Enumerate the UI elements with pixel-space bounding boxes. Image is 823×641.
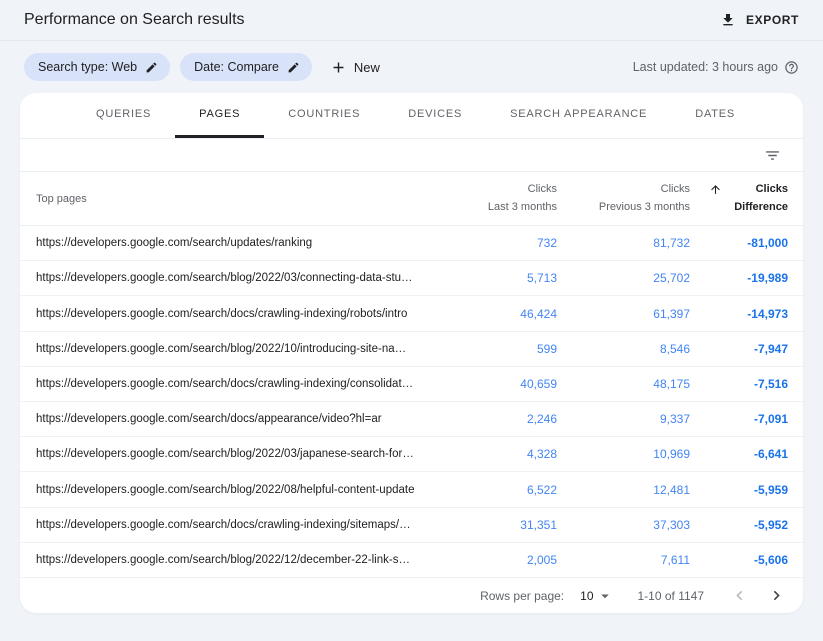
page-url-cell: https://developers.google.com/search/doc… [36, 307, 408, 320]
pagination-bar: Rows per page: 10 1-10 of 1147 [20, 578, 803, 613]
clicks-last-cell: 6,522 [526, 482, 557, 497]
sort-ascending-icon [709, 183, 722, 196]
chip-label: Date: Compare [194, 60, 279, 74]
tab-countries[interactable]: COUNTRIES [264, 93, 384, 138]
edit-icon [287, 61, 300, 74]
edit-icon [145, 61, 158, 74]
rows-per-page-label: Rows per page: [480, 588, 565, 603]
tab-search-appearance[interactable]: SEARCH APPEARANCE [486, 93, 671, 138]
table-row[interactable]: https://developers.google.com/search/blo… [20, 472, 803, 508]
pagination-range-label: 1-10 of 1147 [637, 588, 705, 603]
clicks-previous-cell: 81,732 [653, 236, 690, 251]
table-row[interactable]: https://developers.google.com/search/blo… [20, 543, 803, 579]
table-row[interactable]: https://developers.google.com/search/blo… [20, 261, 803, 297]
clicks-previous-cell: 10,969 [653, 447, 690, 462]
clicks-previous-cell: 61,397 [653, 306, 690, 321]
tab-dates[interactable]: DATES [671, 93, 759, 138]
page-title: Performance on Search results [24, 11, 245, 28]
export-button[interactable]: EXPORT [720, 12, 799, 28]
tab-queries[interactable]: QUERIES [72, 93, 175, 138]
new-label: New [353, 59, 380, 75]
clicks-last-cell: 31,351 [520, 517, 557, 532]
table-row[interactable]: https://developers.google.com/search/blo… [20, 437, 803, 473]
new-filter-button[interactable]: New [330, 59, 380, 76]
clicks-difference-cell: -5,959 [753, 482, 788, 497]
tab-devices[interactable]: DEVICES [384, 93, 486, 138]
chip-label: Search type: Web [38, 60, 138, 74]
plus-icon [330, 59, 347, 76]
clicks-difference-cell: -7,516 [753, 376, 788, 391]
last-updated-text: Last updated: 3 hours ago [632, 60, 778, 74]
clicks-difference-cell: -5,952 [753, 517, 788, 532]
column-header-top-pages[interactable]: Top pages [36, 192, 87, 205]
column-header-clicks-previous[interactable]: Clicks Previous 3 months [598, 182, 690, 213]
clicks-previous-cell: 7,611 [660, 552, 690, 567]
page-url-cell: https://developers.google.com/search/doc… [36, 518, 427, 531]
clicks-last-cell: 4,328 [526, 447, 557, 462]
search-type-chip[interactable]: Search type: Web [24, 53, 171, 81]
clicks-last-cell: 46,424 [520, 306, 557, 321]
table-header-row: Top pages Clicks Last 3 months Clicks Pr… [20, 172, 803, 226]
clicks-difference-cell: -7,091 [753, 412, 788, 427]
clicks-previous-cell: 37,303 [653, 517, 690, 532]
clicks-previous-cell: 9,337 [659, 412, 690, 427]
clicks-difference-cell: -14,973 [747, 306, 788, 321]
clicks-previous-cell: 25,702 [653, 271, 690, 286]
rows-per-page-value: 10 [580, 588, 594, 603]
filter-bar: Search type: Web Date: Compare New Last … [0, 41, 823, 93]
download-icon [720, 12, 736, 28]
table-row[interactable]: https://developers.google.com/search/doc… [20, 296, 803, 332]
clicks-previous-cell: 12,481 [653, 482, 690, 497]
table-row[interactable]: https://developers.google.com/search/blo… [20, 332, 803, 367]
top-header: Performance on Search results EXPORT [0, 0, 823, 41]
table-row[interactable]: https://developers.google.com/search/upd… [20, 226, 803, 262]
clicks-difference-cell: -81,000 [747, 236, 788, 251]
page-url-cell: https://developers.google.com/search/doc… [36, 413, 382, 426]
clicks-previous-cell: 8,546 [659, 341, 690, 356]
page-url-cell: https://developers.google.com/search/blo… [36, 448, 427, 461]
results-card: QUERIES PAGES COUNTRIES DEVICES SEARCH APPEA… [20, 93, 803, 613]
table-body: https://developers.google.com/search/upd… [20, 226, 803, 579]
clicks-last-cell: 40,659 [520, 376, 557, 391]
date-compare-chip[interactable]: Date: Compare [180, 53, 312, 81]
next-page-button[interactable] [765, 584, 788, 607]
page-url-cell: https://developers.google.com/search/blo… [36, 483, 415, 496]
clicks-last-cell: 2,246 [526, 412, 557, 427]
clicks-difference-cell: -5,606 [753, 552, 788, 567]
help-icon[interactable] [784, 60, 799, 75]
table-row[interactable]: https://developers.google.com/search/doc… [20, 402, 803, 438]
clicks-last-cell: 2,005 [526, 552, 557, 567]
export-label: EXPORT [746, 13, 799, 27]
table-row[interactable]: https://developers.google.com/search/doc… [20, 367, 803, 403]
chevron-right-icon [767, 586, 786, 605]
table-filter-row [20, 139, 803, 172]
chevron-left-icon [730, 586, 749, 605]
clicks-difference-cell: -19,989 [747, 271, 788, 286]
clicks-difference-cell: -7,947 [753, 341, 788, 356]
page-url-cell: https://developers.google.com/search/doc… [36, 377, 427, 390]
filter-list-button[interactable] [760, 143, 785, 168]
column-header-clicks-difference[interactable]: Clicks Difference [690, 181, 788, 216]
clicks-last-cell: 599 [536, 341, 557, 356]
filter-list-icon [764, 147, 781, 164]
clicks-difference-cell: -6,641 [753, 447, 788, 462]
page-url-cell: https://developers.google.com/search/blo… [36, 272, 427, 285]
page-url-cell: https://developers.google.com/search/blo… [36, 342, 427, 355]
table-row[interactable]: https://developers.google.com/search/doc… [20, 508, 803, 543]
rows-per-page-select[interactable]: 10 [580, 587, 613, 605]
dimension-tabs: QUERIES PAGES COUNTRIES DEVICES SEARCH APPEA… [20, 93, 803, 139]
page-url-cell: https://developers.google.com/search/blo… [36, 553, 427, 566]
clicks-previous-cell: 48,175 [653, 376, 690, 391]
chevron-down-icon [596, 587, 614, 605]
page-url-cell: https://developers.google.com/search/upd… [36, 237, 313, 250]
clicks-last-cell: 732 [536, 236, 557, 251]
clicks-last-cell: 5,713 [526, 271, 557, 286]
tab-pages[interactable]: PAGES [175, 93, 265, 138]
previous-page-button[interactable] [728, 584, 751, 607]
column-header-clicks-last[interactable]: Clicks Last 3 months [487, 182, 557, 213]
